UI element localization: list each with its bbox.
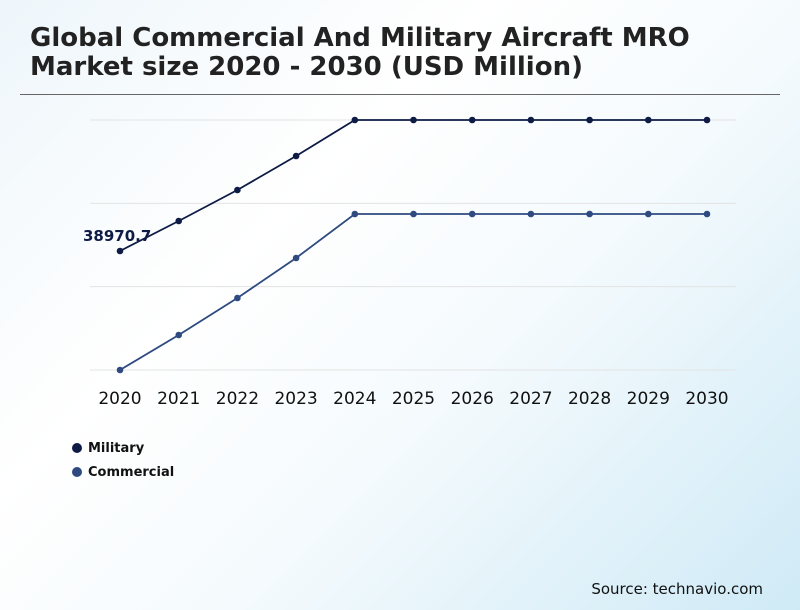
legend: Military Commercial xyxy=(72,436,174,484)
x-tick-label: 2020 xyxy=(98,389,141,409)
data-point xyxy=(351,210,359,218)
data-point xyxy=(410,210,417,218)
x-tick-label: 2027 xyxy=(509,389,552,409)
legend-label: Military xyxy=(88,440,145,456)
legend-item-commercial: Commercial xyxy=(72,460,174,484)
x-tick-label: 2029 xyxy=(627,389,670,409)
data-point xyxy=(527,210,535,218)
data-point xyxy=(586,210,593,218)
series-line-commercial xyxy=(119,213,707,371)
legend-marker-icon xyxy=(72,443,82,453)
data-point xyxy=(292,254,300,262)
x-tick-label: 2025 xyxy=(392,389,435,409)
x-tick-label: 2024 xyxy=(333,389,376,409)
x-tick-label: 2021 xyxy=(157,389,200,409)
x-tick-label: 2030 xyxy=(685,389,728,409)
data-point xyxy=(645,210,652,218)
data-point xyxy=(410,116,417,124)
data-point xyxy=(703,210,711,218)
data-label: 38970.7 xyxy=(83,227,151,245)
series-line-military xyxy=(119,119,707,252)
data-point xyxy=(351,116,359,124)
data-point xyxy=(292,152,300,160)
chart-title: Global Commercial And Military Aircraft … xyxy=(30,23,690,82)
legend-label: Commercial xyxy=(88,464,175,480)
x-tick-label: 2022 xyxy=(216,389,259,409)
data-point xyxy=(234,294,241,302)
data-point xyxy=(116,247,124,255)
data-point xyxy=(468,210,476,218)
data-point xyxy=(116,366,124,374)
data-point xyxy=(586,116,593,124)
data-point xyxy=(527,116,535,124)
x-tick-label: 2028 xyxy=(568,389,611,409)
data-point xyxy=(468,116,476,124)
data-point xyxy=(175,331,182,339)
x-tick-label: 2026 xyxy=(451,389,494,409)
data-point xyxy=(645,116,652,124)
data-point xyxy=(234,186,241,194)
legend-marker-icon xyxy=(72,467,82,477)
source-note: Source: technavio.com xyxy=(591,580,763,598)
x-tick-label: 2023 xyxy=(274,389,317,409)
data-point xyxy=(175,217,182,225)
data-point xyxy=(703,116,711,124)
title-divider xyxy=(20,94,780,95)
legend-item-military: Military xyxy=(72,436,174,460)
